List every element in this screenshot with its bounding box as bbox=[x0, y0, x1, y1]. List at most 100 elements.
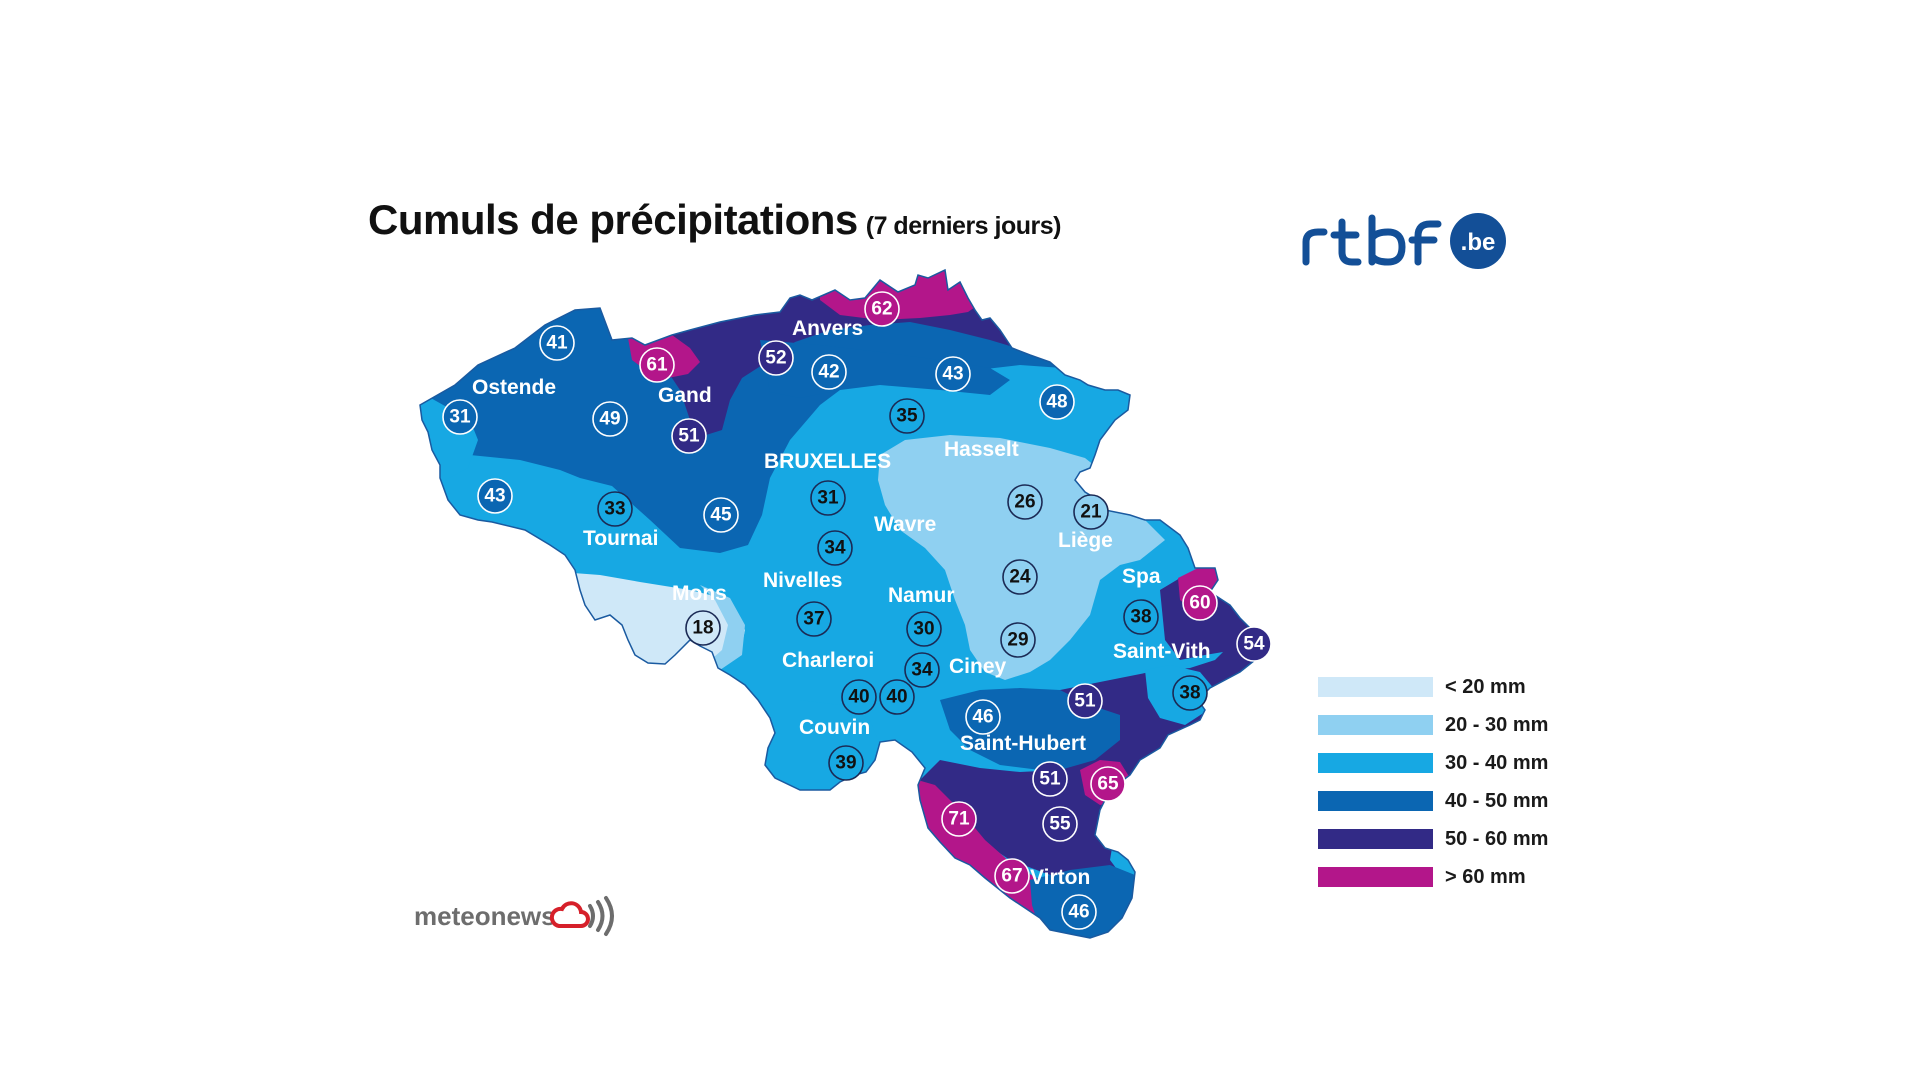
badge-circle bbox=[1061, 894, 1097, 930]
legend-label: 20 - 30 mm bbox=[1445, 713, 1549, 736]
legend-swatch bbox=[1318, 791, 1433, 811]
legend-item: 30 - 40 mm bbox=[1318, 744, 1548, 782]
badge-circle bbox=[841, 679, 877, 715]
badge-circle bbox=[1182, 585, 1218, 621]
legend-label: < 20 mm bbox=[1445, 675, 1526, 698]
badge-value: 38 bbox=[1179, 683, 1200, 704]
city-label: Charleroi bbox=[782, 649, 874, 672]
badge-value: 46 bbox=[1068, 902, 1089, 923]
badge-circle bbox=[817, 530, 853, 566]
badge-value: 31 bbox=[817, 488, 839, 509]
badge-circle bbox=[1000, 622, 1036, 658]
badge-value: 39 bbox=[835, 753, 856, 774]
badge-value: 61 bbox=[646, 355, 668, 376]
badge-circle bbox=[671, 418, 707, 454]
legend: < 20 mm 20 - 30 mm 30 - 40 mm 40 - 50 mm… bbox=[1318, 668, 1548, 896]
rain-value-badge: 51 bbox=[671, 418, 707, 454]
rain-value-badge: 49 bbox=[592, 401, 628, 437]
badge-circle bbox=[1067, 683, 1103, 719]
rain-value-badge: 18 bbox=[685, 610, 721, 646]
map-title-main: Cumuls de précipitations bbox=[368, 196, 858, 243]
badge-value: 51 bbox=[678, 426, 700, 447]
badge-circle bbox=[597, 491, 633, 527]
badge-value: 45 bbox=[710, 505, 732, 526]
badge-circle bbox=[811, 354, 847, 390]
svg-text:.be: .be bbox=[1461, 229, 1496, 256]
badge-value: 49 bbox=[599, 409, 620, 430]
badge-value: 31 bbox=[449, 407, 471, 428]
badge-circle bbox=[828, 745, 864, 781]
badge-value: 35 bbox=[896, 406, 918, 427]
badge-circle bbox=[1236, 626, 1272, 662]
badge-value: 48 bbox=[1046, 392, 1067, 413]
badge-value: 38 bbox=[1130, 607, 1151, 628]
badge-circle bbox=[1007, 484, 1043, 520]
rain-value-badge: 52 bbox=[758, 340, 794, 376]
badge-circle bbox=[879, 679, 915, 715]
rain-value-badge: 71 bbox=[941, 801, 977, 837]
legend-label: 30 - 40 mm bbox=[1445, 751, 1549, 774]
legend-item: 20 - 30 mm bbox=[1318, 706, 1548, 744]
rain-value-badge: 21 bbox=[1073, 494, 1109, 530]
rain-value-badge: 43 bbox=[935, 356, 971, 392]
badge-value: 37 bbox=[803, 609, 824, 630]
rain-value-badge: 46 bbox=[1061, 894, 1097, 930]
badge-value: 34 bbox=[911, 660, 933, 681]
badge-value: 46 bbox=[972, 707, 993, 728]
badge-circle bbox=[758, 340, 794, 376]
legend-swatch bbox=[1318, 715, 1433, 735]
badge-circle bbox=[941, 801, 977, 837]
city-label: Saint-Hubert bbox=[960, 732, 1086, 755]
badge-circle bbox=[592, 401, 628, 437]
city-label: Saint-Vith bbox=[1113, 640, 1211, 663]
legend-item: 50 - 60 mm bbox=[1318, 820, 1548, 858]
rain-value-badge: 31 bbox=[810, 480, 846, 516]
badge-value: 24 bbox=[1009, 567, 1031, 588]
legend-item: < 20 mm bbox=[1318, 668, 1548, 706]
badge-value: 42 bbox=[818, 362, 839, 383]
legend-label: > 60 mm bbox=[1445, 865, 1526, 888]
badge-value: 30 bbox=[913, 619, 934, 640]
rain-value-badge: 48 bbox=[1039, 384, 1075, 420]
legend-item: > 60 mm bbox=[1318, 858, 1548, 896]
rain-value-badge: 29 bbox=[1000, 622, 1036, 658]
badge-circle bbox=[703, 497, 739, 533]
badge-value: 43 bbox=[942, 364, 963, 385]
badge-value: 41 bbox=[546, 333, 568, 354]
badge-value: 52 bbox=[765, 348, 786, 369]
badge-value: 18 bbox=[692, 618, 713, 639]
badge-circle bbox=[1090, 766, 1126, 802]
legend-label: 50 - 60 mm bbox=[1445, 827, 1549, 850]
rain-value-badge: 42 bbox=[811, 354, 847, 390]
badge-circle bbox=[864, 291, 900, 327]
city-label: Couvin bbox=[799, 716, 870, 739]
badge-circle bbox=[639, 347, 675, 383]
badge-circle bbox=[965, 699, 1001, 735]
rain-value-badge: 38 bbox=[1172, 675, 1208, 711]
city-label: Tournai bbox=[583, 527, 658, 550]
meteonews-logo: meteonews bbox=[414, 896, 614, 936]
badge-circle bbox=[810, 480, 846, 516]
legend-swatch bbox=[1318, 677, 1433, 697]
city-label: Nivelles bbox=[763, 569, 842, 592]
rain-value-badge: 30 bbox=[906, 611, 942, 647]
city-label: Ciney bbox=[949, 655, 1007, 678]
map-title-subtitle: (7 derniers jours) bbox=[865, 212, 1062, 240]
badge-value: 33 bbox=[604, 499, 625, 520]
rain-value-badge: 35 bbox=[889, 398, 925, 434]
badge-circle bbox=[477, 478, 513, 514]
badge-circle bbox=[1073, 494, 1109, 530]
badge-value: 29 bbox=[1007, 630, 1028, 651]
rain-value-badge: 54 bbox=[1236, 626, 1272, 662]
legend-swatch bbox=[1318, 829, 1433, 849]
rain-value-badge: 24 bbox=[1002, 559, 1038, 595]
rtbf-logo: .be bbox=[1302, 213, 1506, 269]
badge-value: 43 bbox=[484, 486, 505, 507]
badge-value: 62 bbox=[871, 299, 892, 320]
city-label: BRUXELLES bbox=[764, 450, 891, 473]
rain-value-badge: 61 bbox=[639, 347, 675, 383]
svg-text:meteonews: meteonews bbox=[414, 901, 556, 931]
rain-value-badge: 40 bbox=[841, 679, 877, 715]
rain-value-badge: 65 bbox=[1090, 766, 1126, 802]
